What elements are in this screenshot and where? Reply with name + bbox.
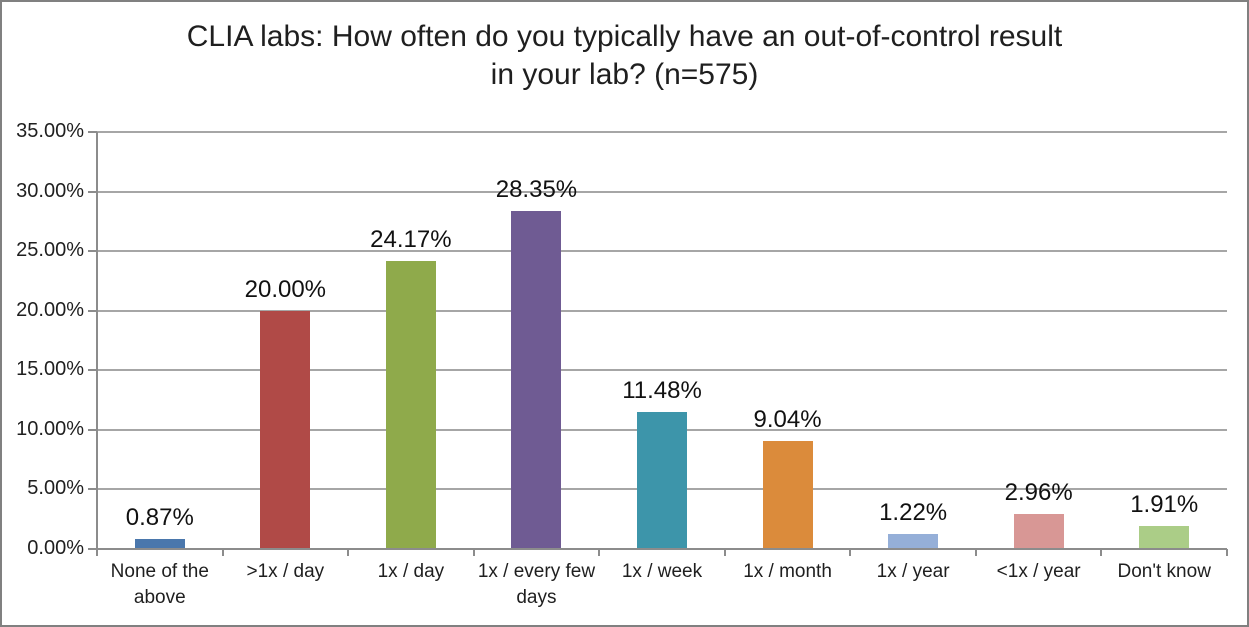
bar <box>637 412 687 549</box>
y-axis-tick <box>88 428 97 431</box>
bar-value-label: 1.91% <box>1130 491 1199 519</box>
y-axis-tick <box>88 309 97 312</box>
y-axis-tick <box>88 190 97 193</box>
chart-title: CLIA labs: How often do you typically ha… <box>186 20 1063 92</box>
bar-value-label: 28.35% <box>495 176 578 204</box>
x-axis-tick <box>1100 549 1103 556</box>
x-axis-label: 1x / year <box>876 561 950 582</box>
x-axis-tick <box>849 549 852 556</box>
x-axis-label: >1x / day <box>246 561 325 582</box>
y-axis-label: 20.00% <box>16 298 84 321</box>
bar <box>1139 526 1190 549</box>
bar-value-label: 24.17% <box>370 226 452 254</box>
bar-value-label: 2.96% <box>1004 478 1073 506</box>
x-axis-label: Don't know <box>1117 561 1211 582</box>
gridline <box>97 250 1227 253</box>
x-axis-tick <box>221 549 224 556</box>
y-axis-label: 5.00% <box>27 477 84 500</box>
x-axis-tick <box>96 549 98 556</box>
x-axis-label: <1x / year <box>996 561 1081 582</box>
y-axis-label: 15.00% <box>16 358 84 381</box>
bar <box>511 211 562 549</box>
x-axis-tick <box>1226 549 1228 556</box>
x-axis-tick <box>598 549 601 556</box>
y-axis-label: 35.00% <box>16 120 84 142</box>
y-axis-labels: 0.00% 5.00% 10.00% 15.00% 20.00% 25.00% 30.00%… <box>2 120 84 559</box>
x-axis-label: None of the above <box>110 561 209 608</box>
x-axis-line <box>97 548 1227 550</box>
bar <box>385 261 436 549</box>
y-axis-tick <box>88 369 97 372</box>
bar <box>1013 513 1064 549</box>
plot-area: 0.87% 20.00% 24.17% 28.35% 11.48% 9.04% 1.22% 2… <box>88 131 1228 556</box>
x-axis-tick <box>347 549 350 556</box>
x-axis-label: 1x / week <box>621 561 703 582</box>
x-axis-label: 1x / every few days <box>477 561 596 608</box>
gridline <box>97 190 1227 193</box>
y-axis-tick <box>88 548 97 550</box>
y-axis-label: 25.00% <box>16 239 84 262</box>
x-axis-tick <box>723 549 726 556</box>
y-axis-line <box>96 132 98 549</box>
y-axis-tick <box>88 250 97 253</box>
bar <box>260 310 311 549</box>
x-axis-labels: None of the above >1x / day 1x / day 1x / e… <box>97 559 1227 619</box>
y-axis-tick <box>88 131 97 133</box>
gridline <box>97 369 1227 372</box>
x-axis-label: 1x / month <box>743 561 832 582</box>
bar <box>762 441 813 549</box>
y-axis-label: 10.00% <box>16 417 84 440</box>
x-axis-tick <box>472 549 475 556</box>
bar <box>888 534 939 549</box>
gridline <box>97 309 1227 312</box>
y-axis-label: 0.00% <box>27 537 84 559</box>
x-axis-tick <box>974 549 977 556</box>
y-axis-label: 30.00% <box>16 179 84 202</box>
gridline <box>97 131 1227 133</box>
bar-value-label: 20.00% <box>244 275 327 303</box>
bar-value-label: 11.48% <box>622 377 702 405</box>
y-axis-tick <box>88 488 97 491</box>
bar-value-label: 1.22% <box>879 499 948 527</box>
x-axis-label: 1x / day <box>377 561 445 582</box>
bar-value-label: 0.87% <box>125 503 194 531</box>
bar-value-label: 9.04% <box>753 406 822 434</box>
bar <box>134 538 185 549</box>
